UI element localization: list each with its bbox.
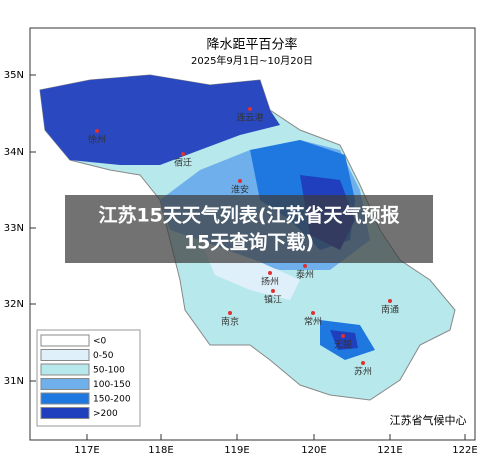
lon-label: 121E xyxy=(377,445,402,456)
city-dot xyxy=(388,299,392,303)
city-dot xyxy=(248,107,252,111)
city-dot xyxy=(311,311,315,315)
city-label: 无锡 xyxy=(334,340,352,351)
legend-label: >200 xyxy=(93,409,118,419)
lat-label: 34N xyxy=(4,147,24,158)
city-label: 淮安 xyxy=(231,184,249,196)
city-dot xyxy=(271,289,275,293)
legend-label: 100-150 xyxy=(93,380,131,390)
lon-label: 118E xyxy=(148,445,173,456)
city-dot xyxy=(303,264,307,268)
city-label: 泰州 xyxy=(296,269,314,281)
legend-label: <0 xyxy=(93,337,107,347)
city-dot xyxy=(361,361,365,365)
city-label: 常州 xyxy=(304,316,322,328)
map-title: 降水距平百分率 xyxy=(206,37,297,53)
legend-swatch xyxy=(40,392,90,405)
banner xyxy=(65,195,433,263)
lat-label: 31N xyxy=(4,376,24,387)
legend-swatch xyxy=(40,363,90,376)
lon-label: 120E xyxy=(301,445,326,456)
legend-swatch xyxy=(40,378,90,390)
city-dot xyxy=(95,129,99,133)
lon-label: 122E xyxy=(452,445,477,456)
city-label: 徐州 xyxy=(88,134,106,146)
source: 江苏省气候中心 xyxy=(390,413,467,427)
lat-label: 35N xyxy=(4,70,24,81)
banner-text: 15天查询下载) xyxy=(184,231,314,254)
legend-swatch xyxy=(40,334,90,347)
map-subtitle: 2025年9月1日~10月20日 xyxy=(191,54,313,67)
lat-label: 33N xyxy=(4,223,24,234)
city-label: 连云港 xyxy=(236,112,263,124)
city-label: 宿迁 xyxy=(174,157,192,169)
city-dot xyxy=(268,271,272,275)
legend-label: 150-200 xyxy=(93,395,131,405)
city-dot xyxy=(228,311,232,315)
banner-text: 江苏15天天气列表(江苏省天气预报 xyxy=(98,204,399,227)
ticks xyxy=(30,74,466,440)
legend-label: 50-100 xyxy=(93,366,125,376)
city-label: 扬州 xyxy=(261,276,279,288)
lon-label: 119E xyxy=(224,445,249,456)
city-label: 南京 xyxy=(221,316,239,328)
city-dot xyxy=(181,152,185,156)
lon-label: 117E xyxy=(74,445,99,456)
city-dot xyxy=(341,334,345,338)
city-dot xyxy=(238,179,242,183)
legend-swatch xyxy=(40,349,90,361)
legend-label: 0-50 xyxy=(93,351,114,361)
city-label: 镇江 xyxy=(264,294,282,306)
legend-swatch xyxy=(40,407,90,419)
lat-label: 32N xyxy=(4,299,24,310)
city-label: 苏州 xyxy=(354,366,372,378)
city-label: 南通 xyxy=(381,304,399,316)
